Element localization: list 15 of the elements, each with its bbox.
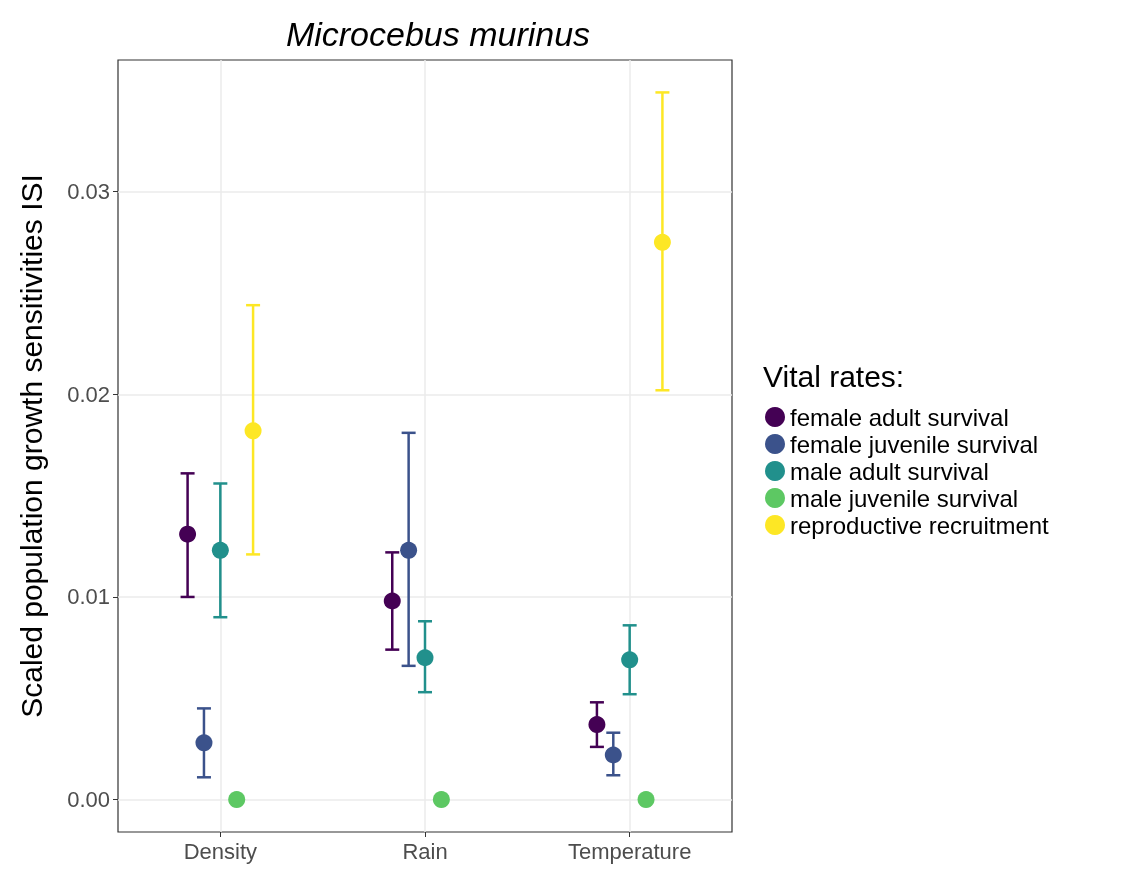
legend-title: Vital rates: — [763, 359, 905, 393]
y-tick-label: 0.01 — [67, 584, 110, 610]
legend-label: reproductive recruitment — [790, 511, 1050, 539]
x-tick-label: Temperature — [567, 838, 692, 864]
legend-label: female juvenile survival — [790, 430, 1039, 458]
x-tick-label: Rain — [402, 838, 448, 864]
legend-label: male juvenile survival — [790, 484, 1019, 512]
y-tick-label: 0.03 — [67, 179, 110, 205]
legend-label: male adult survival — [790, 457, 989, 485]
x-tick-label: Density — [183, 838, 258, 864]
chart-title: Microcebus murinus — [285, 15, 591, 53]
y-axis-title: Scaled population growth sensitivities ISI — [14, 174, 48, 718]
y-tick-label: 0.02 — [67, 381, 110, 407]
y-tick-label: 0.00 — [67, 787, 110, 813]
legend-label: female adult survival — [790, 403, 1009, 431]
